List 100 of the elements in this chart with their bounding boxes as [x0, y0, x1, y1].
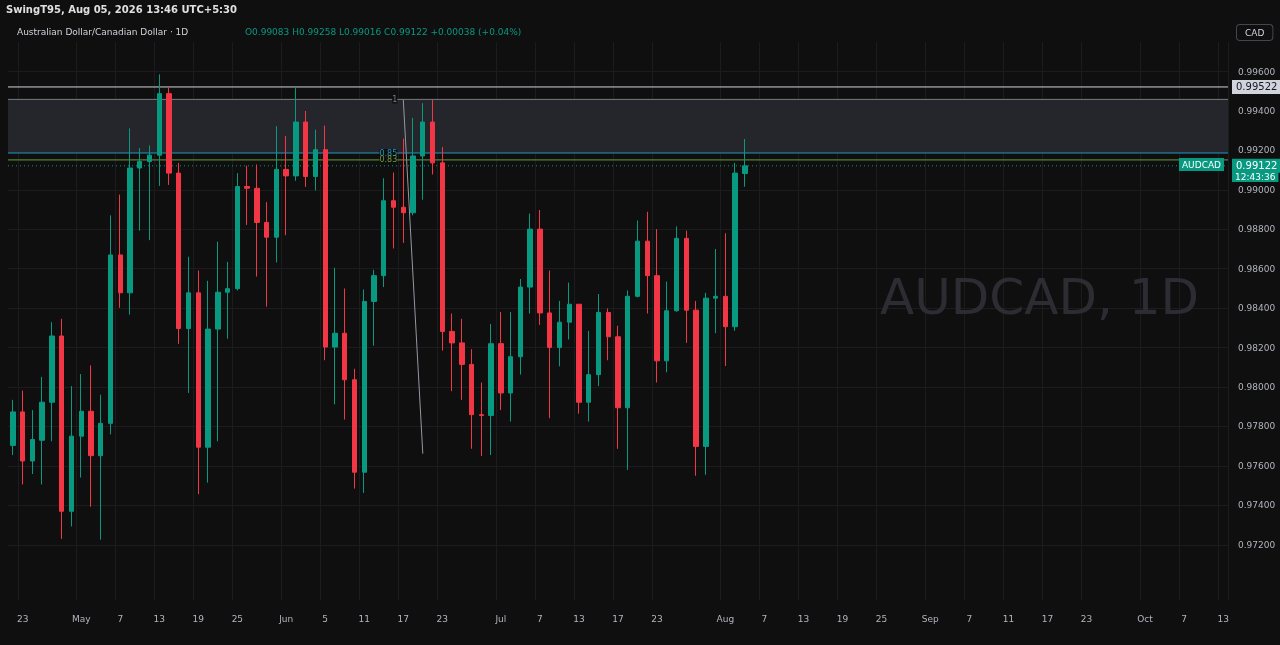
- y-tick-label: 0.98000: [1238, 382, 1276, 393]
- candlestick: [235, 172, 240, 291]
- candlestick: [10, 399, 16, 456]
- y-tick-label: 0.99000: [1238, 184, 1276, 195]
- x-tick-label: 13: [573, 613, 585, 624]
- candlestick: [615, 325, 621, 450]
- x-tick-label: 13: [1217, 613, 1229, 624]
- candlestick: [323, 125, 328, 361]
- candlestick: [508, 311, 513, 423]
- candlestick: [401, 138, 406, 244]
- candlestick: [723, 232, 728, 367]
- candlestick: [215, 241, 221, 442]
- text: CAD: [1245, 27, 1265, 38]
- candlestick: [693, 300, 699, 477]
- candlestick: [30, 409, 35, 475]
- candlestick: [684, 230, 689, 344]
- x-tick-label: 11: [1002, 613, 1015, 624]
- annotation: AUDCAD: [1181, 159, 1222, 170]
- candlestick: [645, 211, 650, 315]
- candlestick: [98, 394, 103, 541]
- candlestick: [79, 373, 84, 479]
- x-tick-label: 25: [231, 613, 244, 624]
- text: 12:43:36: [1235, 171, 1276, 182]
- y-tick-label: 0.98800: [1238, 224, 1276, 235]
- candlestick: [264, 201, 269, 308]
- candlestick: [547, 270, 552, 419]
- x-tick-label: 13: [797, 613, 810, 624]
- candlestick: [88, 364, 94, 508]
- chart-title: Australian Dollar/Canadian Dollar · 1D: [17, 26, 189, 37]
- x-tick-label: 5: [322, 613, 329, 624]
- candlestick: [254, 163, 260, 278]
- x-tick-label: 7: [966, 613, 973, 624]
- candlestick: [274, 125, 279, 263]
- x-tick-label: 23: [436, 613, 449, 624]
- y-tick-label: 0.97800: [1238, 421, 1276, 432]
- x-tick-label: Oct: [1137, 613, 1154, 624]
- y-tick-label: 0.98200: [1238, 342, 1276, 353]
- x-tick-label: 19: [836, 613, 849, 624]
- x-tick-label: 17: [612, 613, 624, 624]
- candlestick: [166, 86, 172, 186]
- candlestick: [596, 293, 601, 387]
- candlestick: [381, 177, 386, 288]
- x-tick-label: 7: [537, 613, 543, 624]
- candlestick: [635, 219, 640, 298]
- candlestick: [449, 313, 455, 392]
- y-tick-label: 0.99600: [1238, 66, 1276, 77]
- x-tick-label: 25: [875, 613, 888, 624]
- candlestick: [362, 288, 367, 494]
- candlestick: [225, 261, 230, 340]
- x-tick-label: Jun: [278, 613, 294, 624]
- x-tick-label: 19: [192, 613, 205, 624]
- x-tick-label: 11: [358, 613, 370, 624]
- candlestick: [664, 281, 669, 373]
- candlestick: [440, 146, 445, 352]
- chart-subtitle: O0.99083 H0.99258 L0.99016 C0.99122 +0.00038 (+0.04%): [245, 26, 522, 37]
- ref-line-label: 0.99522: [1236, 81, 1278, 93]
- candlestick: [498, 311, 504, 411]
- candlestick: [606, 307, 611, 361]
- y-tick-label: 0.97400: [1238, 500, 1276, 511]
- candlestick: [430, 99, 435, 175]
- candlestick: [586, 330, 591, 423]
- candlestick: [479, 382, 484, 457]
- candlestick: [352, 368, 357, 490]
- x-tick-label: 23: [1080, 613, 1093, 624]
- candlestick: [59, 318, 64, 540]
- ref-line-label: 0.99122: [1236, 160, 1278, 172]
- candlestick: [196, 270, 201, 495]
- candlestick: [469, 348, 474, 450]
- candlestick: [703, 292, 709, 476]
- candlestick: [244, 165, 250, 226]
- x-tick-label: 17: [1041, 613, 1054, 624]
- candlestick: [69, 385, 74, 527]
- x-tick-label: 7: [1181, 613, 1187, 624]
- candlestick: [49, 321, 55, 442]
- x-tick-label: 7: [117, 613, 124, 624]
- candlestick: [108, 214, 113, 435]
- y-tick-label: 0.98600: [1238, 263, 1276, 274]
- candlestick: [283, 135, 289, 236]
- candlestick: [567, 282, 572, 341]
- x-tick-label: Jul: [494, 613, 507, 624]
- candlestick: [20, 390, 25, 485]
- candlestick: [332, 267, 338, 405]
- candlestick: [527, 213, 533, 315]
- candlestick: [371, 269, 377, 347]
- candlestick: [176, 162, 181, 345]
- x-tick-label: May: [71, 613, 92, 624]
- candlestick: [713, 248, 718, 334]
- candlestick: [391, 172, 396, 249]
- candlestick: [118, 194, 123, 309]
- candlestick: [186, 256, 191, 394]
- candlestick: [537, 209, 543, 326]
- candlestick: [674, 225, 679, 313]
- x-tick-label: 23: [16, 613, 29, 624]
- annotation: 1: [392, 94, 398, 104]
- candlestick: [303, 110, 308, 188]
- annotation: 0.85: [379, 148, 398, 158]
- x-tick-label: 23: [651, 613, 663, 624]
- x-tick-label: 17: [397, 613, 410, 624]
- candlestick: [205, 280, 211, 484]
- annotation: 0.83: [379, 155, 398, 165]
